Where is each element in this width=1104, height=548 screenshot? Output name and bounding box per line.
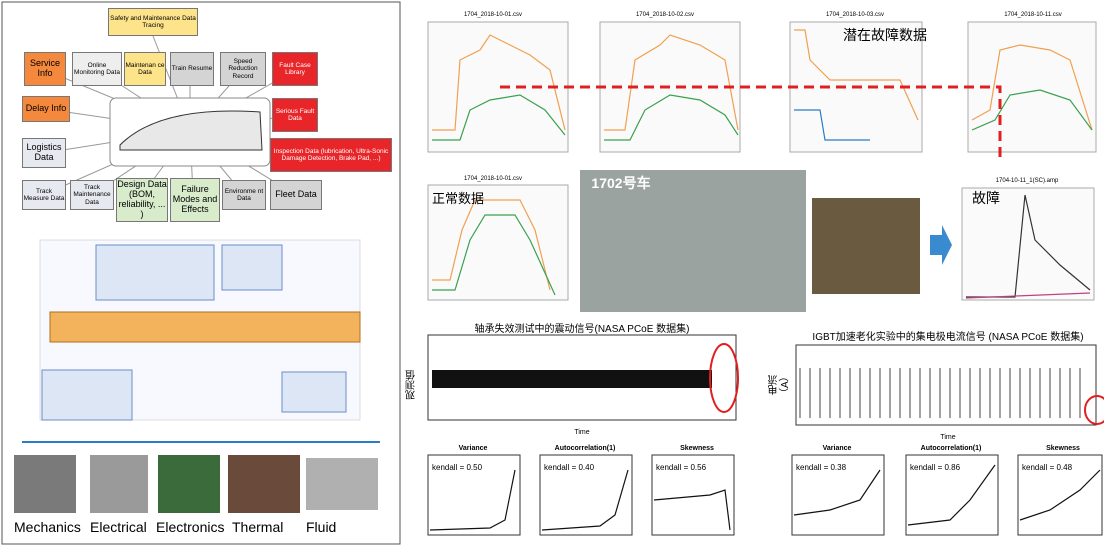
data-source-box: Inspection Data (lubrication, Ultra-Soni… [270,138,392,172]
indicator-title: Skewness [652,444,742,454]
kendall-label: kendall = 0.40 [544,462,614,474]
plot-title: 1704_2018-10-03.csv [790,10,920,20]
component-photos [14,455,378,513]
indicator-title: Variance [792,444,882,454]
data-source-box: Serious Fault Data [272,98,318,132]
train-cross-section [50,312,360,342]
domain-label: Thermal [232,518,312,538]
axis-label: Time [928,433,968,443]
plot-title: 1704_2018-10-11.csv [968,10,1098,20]
chart-title: 轴承失效测试中的震动信号(NASA PCoE 数据集) [428,322,736,336]
bearing-signal [432,370,712,388]
data-source-box: Track Measure Data [22,180,66,210]
data-source-box: Online Monitoring Data [72,52,122,86]
data-source-box: Fault Case Library [272,52,318,86]
data-source-box: Fleet Data [270,180,322,210]
chart-title: IGBT加速老化实验中的集电极电流信号 (NASA PCoE 数据集) [796,330,1100,344]
indicator-frames [428,455,1102,535]
data-source-box: Track Maintenance Data [70,180,114,210]
data-source-box: Safety and Maintenance Data Tracing [108,8,198,36]
annotation: 故障 [966,190,1006,208]
kendall-label: kendall = 0.50 [432,462,502,474]
data-source-box: Environme nt Data [222,180,266,210]
kendall-label: kendall = 0.38 [796,462,866,474]
igbt-plot [796,345,1096,425]
data-source-box: Train Resume [170,52,214,86]
data-source-box: Maintenan ce Data [124,52,166,86]
plot-title: 1704_2018-10-01.csv [428,10,558,20]
indicator-title: Autocorrelation(1) [906,444,996,454]
kendall-label: kendall = 0.56 [656,462,726,474]
data-source-box: Speed Reduction Record [220,52,266,86]
plot-title: 1704_2018-10-02.csv [600,10,730,20]
data-source-box: Logistics Data [22,138,66,168]
plot-title: 1704-10-11_1(SC).amp [962,176,1092,186]
axis-label: 电流（A） [772,365,788,405]
axis-label: 观测值 [404,365,420,405]
indicator-traces [430,465,1100,530]
data-source-box: Design Data (BOM, reliability, ... ) [116,178,168,222]
kendall-label: kendall = 0.48 [1022,462,1092,474]
annotation: 潜在故障数据 [840,26,930,46]
indicator-title: Skewness [1018,444,1104,454]
domain-label: Electronics [156,518,236,538]
page: Safety and Maintenance Data Tracing Servi… [0,0,1104,548]
domain-label: Mechanics [14,518,94,538]
domain-label: Fluid [306,518,386,538]
bearing-photo [812,198,920,294]
axis-label: Time [562,428,602,438]
indicator-title: Variance [428,444,518,454]
annotation: 正常数据 [428,190,488,208]
kendall-label: kendall = 0.86 [910,462,980,474]
annotation: 1702号车 [586,174,656,194]
plot-title: 1704_2018-10-01.csv [428,174,558,184]
indicator-title: Autocorrelation(1) [540,444,630,454]
data-source-box: Delay Info [22,96,70,122]
arrow [930,225,952,265]
data-source-box: Service Info [24,52,66,86]
dashed-arrow [500,87,1000,160]
data-source-box: Failure Modes and Effects [170,178,220,222]
